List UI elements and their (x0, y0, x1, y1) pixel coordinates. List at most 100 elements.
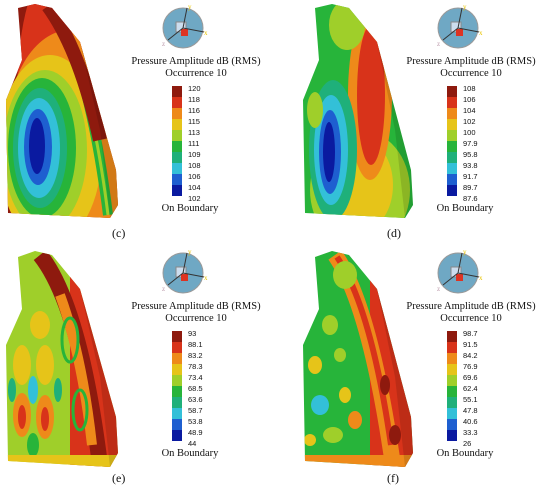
legend-swatch (447, 364, 457, 375)
legend-swatch (447, 419, 457, 430)
legend-subtitle: Occurrence 10 (440, 313, 502, 324)
legend-subtitle: Occurrence 10 (165, 313, 227, 324)
svg-text:z: z (437, 285, 440, 293)
legend-swatch (172, 397, 182, 408)
pressure-contour-plot (6, 4, 118, 218)
legend-swatch (172, 419, 182, 430)
legend-swatch (172, 97, 182, 108)
axis-triad-icon: y x z (162, 248, 208, 294)
svg-text:y: y (463, 248, 467, 256)
legend-swatch (172, 342, 182, 353)
legend-tick: 58.7 (188, 406, 203, 415)
svg-text:y: y (188, 248, 192, 256)
panel-f: y x z Pressure Amplitude dB (RMS) Occurr… (275, 245, 550, 490)
legend-swatch (172, 174, 182, 185)
legend-swatch (447, 185, 457, 196)
panel-e: y x z Pressure Amplitude dB (RMS) Occurr… (0, 245, 275, 490)
legend-swatch (172, 185, 182, 196)
legend-tick: 113 (188, 128, 200, 137)
legend-title: Pressure Amplitude dB (RMS) (131, 56, 261, 67)
legend-swatch (172, 375, 182, 386)
legend-swatch (447, 342, 457, 353)
legend-tick: 120 (188, 84, 201, 93)
legend-tick: 108 (188, 161, 201, 170)
legend-swatch (172, 86, 182, 97)
legend-swatch (172, 141, 182, 152)
legend-tick: 111 (188, 139, 200, 148)
legend-tick: 91.5 (463, 340, 478, 349)
axis-triad-icon: y x z (437, 3, 483, 49)
legend-tick: 63.6 (188, 395, 203, 404)
legend-tick: 73.4 (188, 373, 203, 382)
legend-tick: 104 (463, 106, 476, 115)
legend-tick: 87.6 (463, 194, 478, 203)
legend-tick: 33.3 (463, 428, 478, 437)
legend-swatch (172, 163, 182, 174)
legend-subtitle: Occurrence 10 (440, 68, 502, 79)
legend-swatch (447, 108, 457, 119)
legend-swatch (447, 408, 457, 419)
boundary-label: On Boundary (161, 203, 219, 214)
svg-text:x: x (479, 274, 483, 282)
legend-tick: 91.7 (463, 172, 478, 181)
axis-triad-icon: y x z (162, 3, 208, 49)
legend-tick: 109 (188, 150, 201, 159)
svg-text:z: z (162, 40, 165, 48)
legend-tick: 69.6 (463, 373, 478, 382)
legend-tick: 93 (188, 329, 197, 338)
legend-swatch (172, 108, 182, 119)
legend-tick: 106 (188, 172, 201, 181)
panel-caption: (d) (387, 226, 401, 240)
legend-swatch (447, 430, 457, 441)
legend-swatch (172, 119, 182, 130)
boundary-label: On Boundary (436, 448, 494, 459)
legend-swatch (447, 97, 457, 108)
legend-swatch (172, 430, 182, 441)
svg-text:x: x (204, 274, 208, 282)
legend-swatch (447, 375, 457, 386)
svg-text:x: x (479, 29, 483, 37)
legend-swatch (172, 152, 182, 163)
legend-swatch (172, 408, 182, 419)
legend-swatch (447, 163, 457, 174)
pressure-contour-plot (303, 251, 413, 467)
svg-text:z: z (162, 285, 165, 293)
legend-swatch (447, 397, 457, 408)
panel-d: y x z Pressure Amplitude dB (RMS) Occurr… (275, 0, 550, 245)
legend-tick: 68.5 (188, 384, 203, 393)
legend-tick: 53.8 (188, 417, 203, 426)
legend-swatch (172, 353, 182, 364)
legend-swatch (172, 364, 182, 375)
panel-caption: (f) (387, 471, 399, 485)
legend-tick: 83.2 (188, 351, 203, 360)
legend-swatch (447, 353, 457, 364)
legend-tick: 93.8 (463, 161, 478, 170)
legend-tick: 116 (188, 106, 200, 115)
legend-swatch (447, 174, 457, 185)
legend-title: Pressure Amplitude dB (RMS) (406, 301, 536, 312)
svg-text:y: y (188, 3, 192, 11)
legend-swatch (172, 331, 182, 342)
legend-tick: 102 (188, 194, 201, 203)
legend-tick: 47.8 (463, 406, 478, 415)
panel-caption: (c) (112, 226, 126, 240)
svg-text:y: y (463, 3, 467, 11)
legend-tick: 104 (188, 183, 201, 192)
legend-swatch (447, 86, 457, 97)
legend-title: Pressure Amplitude dB (RMS) (406, 56, 536, 67)
legend-swatch (447, 331, 457, 342)
boundary-label: On Boundary (161, 448, 219, 459)
legend-swatch (447, 386, 457, 397)
legend-tick: 55.1 (463, 395, 478, 404)
legend-tick: 78.3 (188, 362, 203, 371)
legend-tick: 108 (463, 84, 476, 93)
legend-tick: 102 (463, 117, 476, 126)
legend-tick: 40.6 (463, 417, 478, 426)
legend-tick: 97.9 (463, 139, 478, 148)
legend-tick: 88.1 (188, 340, 203, 349)
legend-tick: 26 (463, 439, 472, 448)
legend-swatch (172, 130, 182, 141)
pressure-contour-plot (6, 251, 118, 467)
svg-text:x: x (204, 29, 208, 37)
legend-tick: 100 (463, 128, 476, 137)
